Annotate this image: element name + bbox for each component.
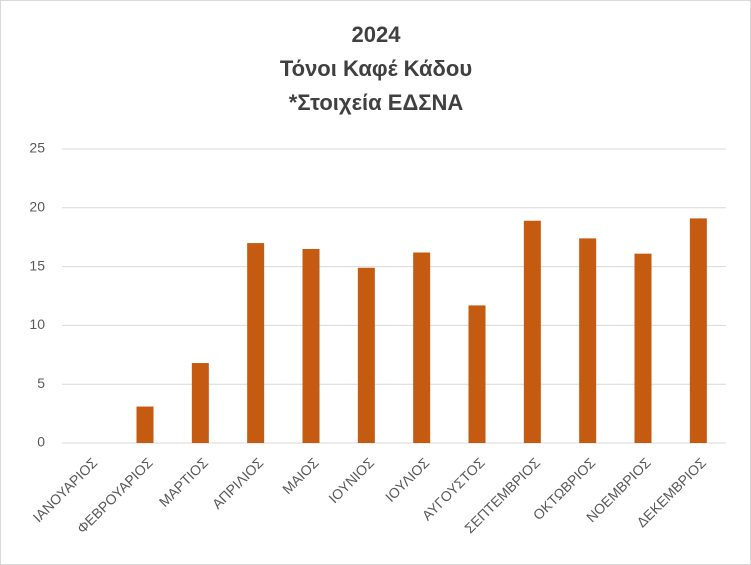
bar xyxy=(136,406,154,443)
bar xyxy=(468,305,486,443)
bar xyxy=(191,363,209,443)
y-tick-label: 15 xyxy=(29,257,45,273)
bar xyxy=(579,238,597,443)
bar xyxy=(302,248,320,443)
y-tick-label: 25 xyxy=(29,140,45,156)
bar xyxy=(689,218,707,443)
y-tick-label: 0 xyxy=(37,434,45,450)
y-tick-label: 20 xyxy=(29,199,45,215)
y-tick-label: 5 xyxy=(37,375,45,391)
bar xyxy=(634,253,652,443)
chart-title: 2024 xyxy=(352,22,402,47)
chart-title: Τόνοι Καφέ Κάδου xyxy=(280,56,472,81)
bar xyxy=(247,243,265,443)
bar xyxy=(413,252,431,443)
chart-title: *Στοιχεία ΕΔΣΝΑ xyxy=(289,90,464,115)
bar xyxy=(523,220,541,443)
y-tick-label: 10 xyxy=(29,316,45,332)
bar xyxy=(357,267,375,443)
